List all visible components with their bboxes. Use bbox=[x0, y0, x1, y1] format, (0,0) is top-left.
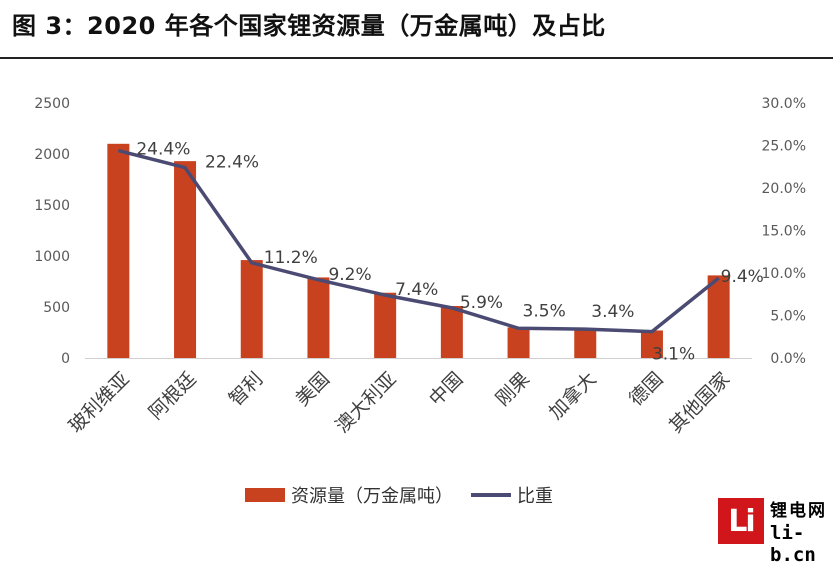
bar-resources bbox=[440, 305, 463, 358]
y-left-tick-label: 500 bbox=[43, 300, 70, 316]
x-category-label: 德国 bbox=[625, 368, 667, 410]
x-category-label: 刚果 bbox=[492, 368, 534, 410]
y-right-tick-label: 30.0% bbox=[762, 96, 806, 112]
share-line bbox=[117, 148, 720, 334]
legend-label-resources: 资源量（万金属吨） bbox=[291, 486, 453, 507]
bar-resources bbox=[240, 260, 263, 358]
x-category-label: 阿根廷 bbox=[145, 368, 201, 424]
y-right-tick-label: 5.0% bbox=[770, 309, 806, 325]
x-category-label: 其他国家 bbox=[665, 368, 734, 437]
legend-item-share: 比重 bbox=[471, 482, 553, 508]
x-category-label: 澳大利亚 bbox=[331, 368, 400, 437]
x-category-label: 中国 bbox=[425, 368, 467, 410]
bar-resources bbox=[107, 143, 130, 358]
logo-mark: Li bbox=[718, 498, 764, 544]
x-category-label: 智利 bbox=[225, 368, 267, 410]
share-data-label: 9.2% bbox=[328, 265, 371, 285]
bar-resources bbox=[374, 292, 397, 358]
y-right-tick-label: 10.0% bbox=[762, 266, 806, 282]
logo-text-line1: 锂电网 bbox=[770, 501, 827, 521]
y-right-tick-label: 25.0% bbox=[762, 139, 806, 155]
bar-resources bbox=[640, 330, 663, 358]
share-data-label: 3.5% bbox=[523, 301, 566, 321]
y-right-tick-label: 15.0% bbox=[762, 224, 806, 240]
y-left-tick-label: 0 bbox=[61, 351, 70, 367]
share-data-label: 9.4% bbox=[721, 267, 764, 287]
y-left-tick-label: 2000 bbox=[34, 147, 70, 163]
legend-item-resources: 资源量（万金属吨） bbox=[245, 482, 453, 508]
x-category-label: 玻利维亚 bbox=[65, 368, 134, 437]
y-left-tick-label: 1500 bbox=[34, 198, 70, 214]
y-right-tick-label: 20.0% bbox=[762, 181, 806, 197]
share-data-label: 3.1% bbox=[652, 345, 695, 365]
x-category-label: 美国 bbox=[292, 368, 334, 410]
share-data-label: 7.4% bbox=[395, 280, 438, 300]
bar-resources bbox=[307, 277, 330, 358]
bar-resources bbox=[574, 328, 597, 358]
legend-swatch-bar bbox=[245, 488, 285, 502]
share-data-label: 5.9% bbox=[460, 293, 503, 313]
share-data-label: 11.2% bbox=[264, 248, 318, 268]
chart-title: 图 3：2020 年各个国家锂资源量（万金属吨）及占比 bbox=[12, 12, 606, 40]
share-data-label: 24.4% bbox=[136, 140, 190, 160]
chart-canvas: 0 500 1000 1500 2000 2500 0.0% 5.0% 10.0% 15.0% 20… bbox=[34, 96, 806, 437]
legend-label-share: 比重 bbox=[517, 486, 553, 507]
bar-resources bbox=[707, 275, 730, 358]
y-left-tick-label: 1000 bbox=[34, 249, 70, 265]
x-category-label: 加拿大 bbox=[544, 367, 601, 424]
logo-text: 锂电网 li-b.cn bbox=[770, 500, 833, 566]
bar-resources bbox=[174, 161, 197, 358]
y-left-tick-label: 2500 bbox=[34, 96, 70, 112]
share-data-label: 22.4% bbox=[205, 153, 259, 173]
legend-swatch-line bbox=[471, 493, 511, 497]
bar-resources bbox=[507, 327, 530, 358]
y-right-tick-label: 0.0% bbox=[770, 351, 806, 367]
title-rule bbox=[0, 57, 833, 59]
logo-text-line2: li-b.cn bbox=[770, 522, 816, 566]
chart-legend: 资源量（万金属吨） 比重 bbox=[245, 482, 553, 508]
share-data-label: 3.4% bbox=[591, 302, 634, 322]
